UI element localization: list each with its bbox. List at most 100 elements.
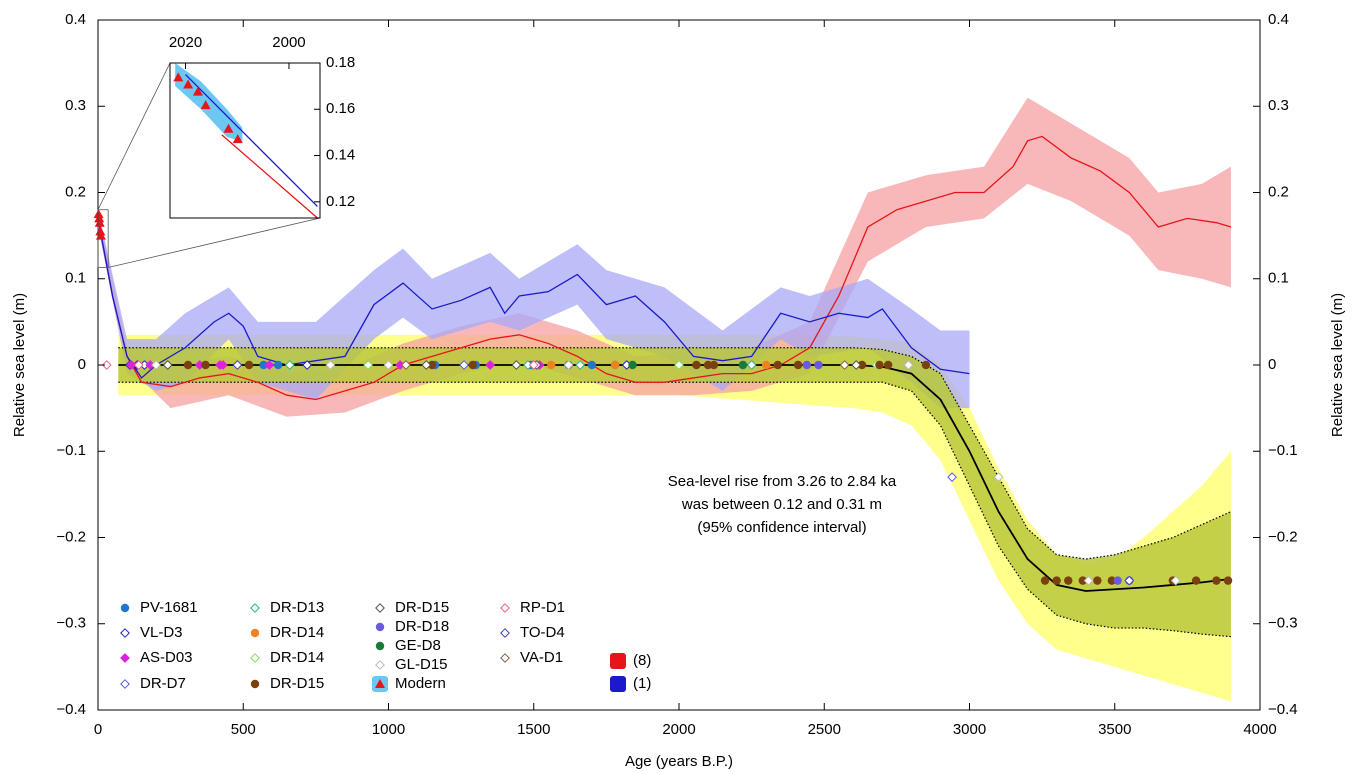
data-point <box>1093 576 1102 585</box>
data-point <box>244 360 254 370</box>
legend-marker <box>375 603 385 613</box>
confidence-band <box>98 97 1231 417</box>
zoom-connector <box>97 62 171 210</box>
inset-frame <box>169 62 321 219</box>
legend-marker <box>250 679 260 689</box>
y2-tick-label: 0.3 <box>1268 97 1289 114</box>
data-point <box>839 360 850 370</box>
legend-marker <box>120 653 130 663</box>
y2-tick-label: −0.1 <box>1268 442 1298 459</box>
x-tick-label: 3500 <box>1098 721 1131 738</box>
data-point <box>883 360 893 370</box>
data-point <box>773 360 782 370</box>
x-tick-label: 2000 <box>662 721 695 738</box>
data-point <box>273 360 283 370</box>
data-point <box>1052 576 1061 585</box>
annotation: Sea-level rise from 3.26 to 2.84 ka <box>668 473 897 490</box>
x-tick-label: 0 <box>94 721 102 738</box>
inset-y-tick-label: 0.18 <box>326 54 355 71</box>
legend-label: (1) <box>633 675 651 692</box>
inset-y-tick-label: 0.12 <box>326 193 355 210</box>
data-point <box>94 217 105 227</box>
legend-label: DR-D15 <box>395 599 449 616</box>
data-point <box>302 360 313 370</box>
data-point <box>401 360 411 370</box>
data-point <box>528 360 539 370</box>
legend-label: DR-D14 <box>270 624 324 641</box>
legend-marker <box>120 679 130 689</box>
y2-tick-label: −0.2 <box>1268 528 1298 545</box>
data-point <box>993 472 1004 483</box>
y-tick-label: 0.3 <box>65 97 86 114</box>
y-tick-label: 0 <box>78 356 86 373</box>
legend-label: DR-D7 <box>140 675 186 692</box>
legend-label: GL-D15 <box>395 656 448 673</box>
data-point <box>383 360 394 370</box>
y2-tick-label: 0.4 <box>1268 11 1289 28</box>
inset-y-tick-label: 0.14 <box>326 147 355 164</box>
data-point <box>264 360 275 370</box>
data-point <box>259 360 268 370</box>
data-point <box>93 209 104 219</box>
inset-x-tick-label: 2000 <box>272 34 305 51</box>
legend-marker <box>375 660 385 670</box>
inset-curve <box>185 74 318 207</box>
data-point <box>738 360 748 370</box>
inset-band <box>175 63 243 142</box>
data-point <box>1124 575 1135 586</box>
x-tick-label: 2500 <box>808 721 841 738</box>
data-point <box>1191 576 1201 585</box>
y2-tick-label: 0.2 <box>1268 183 1289 200</box>
data-point <box>421 360 432 370</box>
data-point <box>692 360 701 370</box>
x-tick-label: 500 <box>231 721 256 738</box>
x-tick-label: 1500 <box>517 721 550 738</box>
legend-label: DR-D13 <box>270 599 324 616</box>
data-point <box>173 72 184 82</box>
data-point <box>218 360 228 370</box>
x-axis-title: Age (years B.P.) <box>625 753 733 770</box>
data-point <box>546 360 556 370</box>
legend-label: GE-D8 <box>395 637 441 654</box>
data-point <box>851 360 862 370</box>
data-point <box>575 360 586 370</box>
data-point <box>459 360 469 370</box>
inset-y-tick-label: 0.16 <box>326 100 355 117</box>
legend-label: RP-D1 <box>520 599 565 616</box>
band-edge <box>118 381 1232 638</box>
data-point <box>610 360 620 370</box>
legend-swatch <box>610 676 626 692</box>
data-point <box>709 360 719 370</box>
curve <box>97 135 1232 401</box>
data-point <box>587 360 597 370</box>
data-point <box>325 360 336 370</box>
legend-label: (8) <box>633 652 651 669</box>
data-point <box>1113 576 1122 585</box>
legend-label: AS-D03 <box>140 649 193 666</box>
data-point <box>875 360 884 370</box>
data-point <box>761 360 771 370</box>
y-tick-label: −0.3 <box>56 615 86 632</box>
y-tick-label: −0.1 <box>56 442 86 459</box>
legend-swatch <box>610 653 626 669</box>
data-point <box>1083 575 1094 586</box>
data-point <box>232 360 243 370</box>
y-tick-label: 0.2 <box>65 183 86 200</box>
data-point <box>284 360 295 370</box>
legend-marker <box>120 603 130 613</box>
data-point <box>793 360 803 370</box>
annotation: was between 0.12 and 0.31 m <box>681 496 882 513</box>
annotation: (95% confidence interval) <box>697 519 866 536</box>
y2-tick-label: 0 <box>1268 356 1276 373</box>
data-point <box>1064 576 1073 585</box>
data-point <box>183 360 193 370</box>
legend-label: VA-D1 <box>520 649 563 666</box>
x-tick-label: 4000 <box>1243 721 1276 738</box>
data-point <box>1107 576 1117 585</box>
data-point <box>223 123 234 133</box>
data-point <box>921 360 931 370</box>
data-point <box>485 360 496 370</box>
y-tick-label: −0.4 <box>56 701 86 718</box>
